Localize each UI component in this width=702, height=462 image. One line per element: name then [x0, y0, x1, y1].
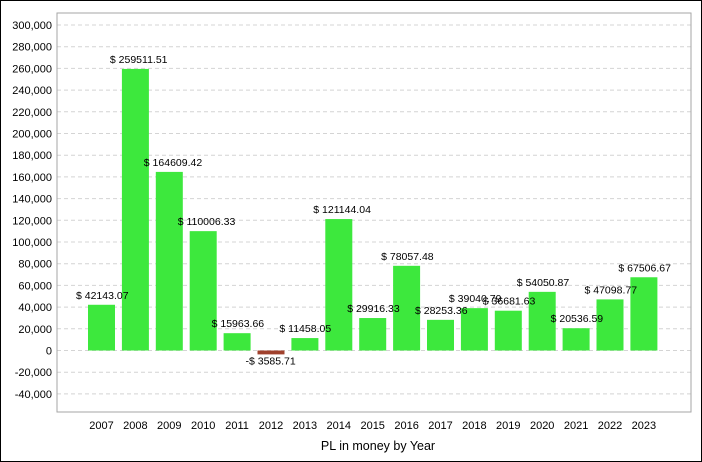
y-tick-label: 60,000: [18, 280, 52, 292]
bar: [494, 310, 522, 351]
y-tick-label: -20,000: [15, 367, 52, 379]
data-label: $ 47098.77: [585, 284, 638, 296]
y-tick-label: 220,000: [12, 107, 52, 119]
data-label: $ 36681.63: [483, 296, 536, 308]
data-label: $ 39040.79: [449, 293, 502, 305]
bar: [325, 219, 353, 351]
bar: [223, 333, 251, 351]
y-tick-label: 160,000: [12, 172, 52, 184]
bar: [121, 68, 149, 351]
data-label: $ 29916.33: [347, 303, 400, 315]
x-axis-ticks: 2007 2008 2009 2010 2011 2012 2013 2014 2015 2016…: [89, 420, 656, 432]
x-tick-label: 2015: [360, 420, 384, 432]
x-tick-label: 2008: [123, 420, 147, 432]
bar: [257, 350, 285, 355]
data-label: $ 28253.36: [415, 305, 468, 317]
data-label: $ 259511.51: [110, 54, 168, 66]
x-tick-label: 2022: [598, 420, 622, 432]
bar: [359, 318, 387, 351]
y-tick-label: 80,000: [18, 259, 52, 271]
x-tick-label: 2013: [293, 420, 317, 432]
data-label: $ 67506.67: [618, 262, 671, 274]
x-tick-label: 2018: [462, 420, 486, 432]
data-label: -$ 3585.71: [246, 356, 296, 368]
y-tick-label: 200,000: [12, 129, 52, 141]
bar: [393, 265, 421, 351]
x-tick-label: 2014: [327, 420, 351, 432]
x-tick-label: 2012: [259, 420, 283, 432]
x-tick-label: 2016: [394, 420, 418, 432]
y-tick-label: -40,000: [15, 389, 52, 401]
x-axis-title: PL in money by Year: [321, 439, 435, 453]
y-tick-label: 40,000: [18, 302, 52, 314]
y-tick-label: 20,000: [18, 324, 52, 336]
y-tick-label: 120,000: [12, 215, 52, 227]
bar: [630, 277, 658, 351]
bar: [427, 319, 454, 351]
bar: [460, 308, 488, 351]
data-label: $ 110006.33: [178, 216, 236, 228]
data-label: $ 42143.07: [76, 290, 129, 302]
data-label: $ 121144.04: [313, 204, 371, 216]
data-label: $ 164609.42: [144, 157, 203, 169]
bar: [596, 299, 624, 351]
x-tick-label: 2010: [191, 420, 215, 432]
data-label: $ 78057.48: [381, 251, 434, 263]
y-tick-label: 260,000: [12, 63, 52, 75]
y-tick-label: 280,000: [12, 42, 52, 54]
x-tick-label: 2007: [89, 420, 113, 432]
data-labels: $ 42143.07 $ 259511.51 $ 164609.42 $ 110006…: [76, 54, 671, 368]
x-tick-label: 2009: [157, 420, 181, 432]
plot-area-border: [56, 12, 692, 413]
bars: [88, 68, 658, 355]
x-tick-label: 2021: [564, 420, 588, 432]
y-tick-label: 300,000: [12, 20, 52, 32]
data-label: $ 54050.87: [517, 277, 570, 289]
bar: [155, 171, 183, 351]
y-axis-ticks: 300,000 280,000 260,000 240,000 220,000 200,0…: [12, 20, 52, 401]
y-tick-label: 0: [46, 346, 52, 358]
data-label: $ 11458.05: [279, 323, 331, 335]
bar: [562, 328, 590, 351]
x-tick-label: 2020: [530, 420, 554, 432]
x-tick-label: 2011: [225, 420, 249, 432]
y-tick-label: 240,000: [12, 85, 52, 97]
bar: [189, 231, 217, 351]
y-tick-label: 100,000: [12, 237, 52, 249]
bar: [528, 291, 556, 351]
x-tick-label: 2023: [632, 420, 656, 432]
data-label: $ 20536.59: [551, 313, 604, 325]
bar: [88, 304, 115, 351]
y-tick-label: 140,000: [12, 194, 52, 206]
y-tick-label: 180,000: [12, 150, 52, 162]
x-tick-label: 2017: [428, 420, 452, 432]
bar: [291, 338, 319, 351]
x-tick-label: 2019: [496, 420, 520, 432]
data-label: $ 15963.66: [212, 318, 265, 330]
